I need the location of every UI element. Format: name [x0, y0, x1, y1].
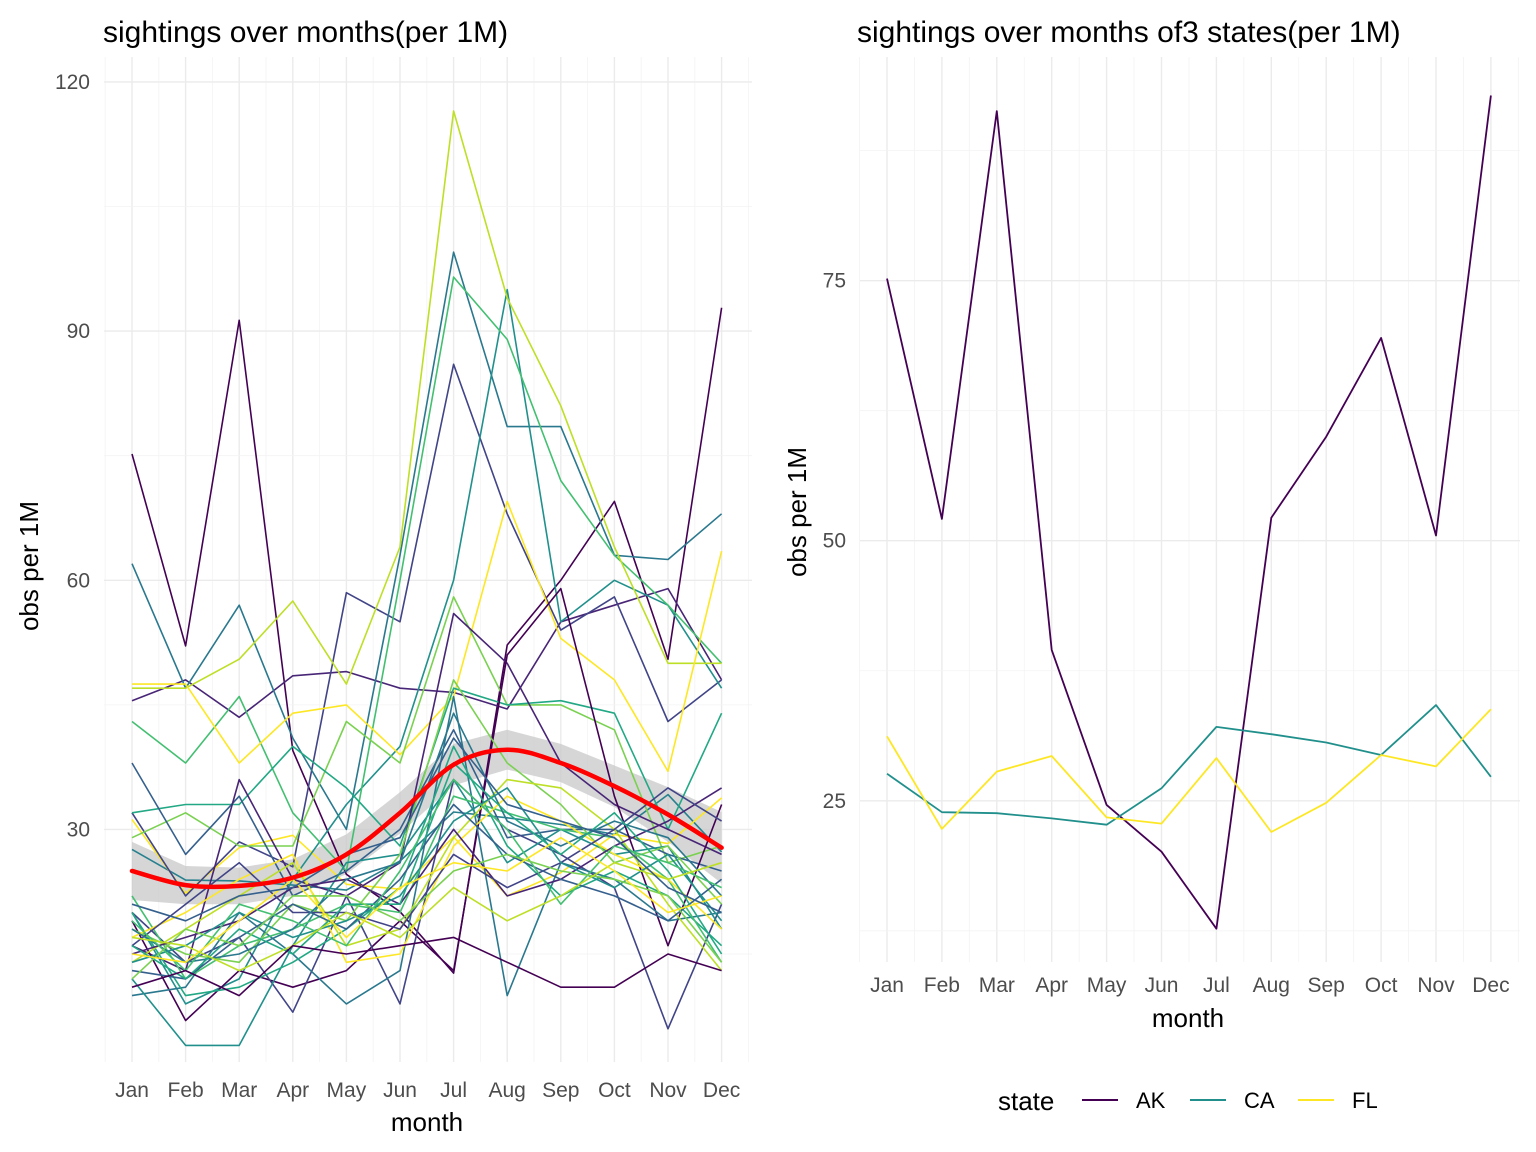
right-chart: sightings over months of3 states(per 1M)… — [782, 16, 1520, 1033]
left-x-tick-label: Dec — [703, 1079, 740, 1102]
left-series-line — [131, 596, 722, 864]
left-series-line — [131, 787, 723, 955]
right-x-tick-label: Jul — [1203, 974, 1230, 997]
legend-label-fl: FL — [1352, 1088, 1378, 1113]
left-series-line — [131, 728, 722, 897]
left-series-line — [131, 288, 723, 1005]
legend-label-ak: AK — [1136, 1088, 1166, 1113]
left-smooth-trend-line — [129, 747, 724, 890]
left-chart-title: sightings over months(per 1M) — [103, 16, 508, 49]
left-series-line — [131, 795, 723, 980]
left-y-tick-label: 30 — [67, 818, 90, 841]
right-y-axis-title: obs per 1M — [782, 447, 812, 577]
left-series-line — [131, 307, 723, 974]
left-series-line — [131, 797, 723, 897]
right-x-tick-labels: Jan Feb Mar Apr May Jun Jul Aug Sep Oct Nov Dec — [870, 974, 1510, 997]
right-chart-title: sightings over months of3 states(per 1M) — [857, 16, 1401, 49]
left-smooth-line — [129, 747, 724, 890]
right-y-tick-labels: 25 50 75 — [823, 270, 846, 813]
right-x-tick-label: Apr — [1035, 974, 1068, 997]
left-series-line — [131, 276, 723, 872]
right-series-line-fl — [886, 708, 1492, 833]
left-series-line — [132, 500, 723, 773]
right-x-tick-label: Dec — [1472, 974, 1509, 997]
right-x-tick-label: Jan — [870, 974, 904, 997]
left-x-tick-label: Nov — [649, 1079, 687, 1102]
right-y-tick-label: 25 — [823, 790, 846, 813]
left-series-line — [131, 853, 723, 980]
left-x-tick-label: Aug — [489, 1079, 526, 1102]
left-series-line — [131, 762, 723, 980]
right-x-tick-label: Nov — [1417, 974, 1455, 997]
right-series-line-ca — [886, 704, 1492, 826]
left-chart: sightings over months(per 1M) 306090120 … — [14, 16, 752, 1137]
left-series-line — [131, 679, 723, 964]
left-series-line — [131, 745, 723, 997]
left-x-tick-label: Feb — [168, 1079, 204, 1102]
right-series-line-ak — [886, 95, 1492, 930]
left-y-axis-title: obs per 1M — [14, 501, 44, 631]
left-series-line — [132, 110, 722, 690]
left-x-tick-label: Oct — [598, 1079, 631, 1102]
left-series-line — [131, 251, 723, 831]
left-series-line — [131, 803, 723, 980]
left-series-line — [131, 587, 723, 1022]
left-series-line — [131, 363, 723, 897]
legend-title: state — [998, 1086, 1054, 1116]
right-x-axis-title: month — [1152, 1003, 1224, 1033]
left-series-line — [131, 836, 722, 964]
left-y-tick-label: 90 — [67, 320, 90, 343]
left-y-tick-label: 60 — [67, 569, 90, 592]
left-x-tick-label: Jun — [383, 1079, 417, 1102]
left-x-axis-title: month — [391, 1107, 463, 1137]
left-series-line — [131, 778, 722, 972]
legend-items: AK CA FL — [1082, 1088, 1378, 1113]
left-x-tick-label: Jan — [115, 1079, 149, 1102]
legend-label-ca: CA — [1244, 1088, 1275, 1113]
left-x-tick-label: Apr — [276, 1079, 309, 1102]
left-series-line — [131, 936, 722, 997]
right-x-tick-label: Mar — [979, 974, 1015, 997]
left-x-tick-label: Jul — [440, 1079, 467, 1102]
right-y-tick-label: 75 — [823, 270, 846, 293]
left-series-line — [131, 861, 722, 972]
left-series-lines — [131, 110, 723, 1047]
right-gridlines — [859, 57, 1520, 962]
left-gridlines — [104, 57, 752, 1062]
legend: state AK CA FL — [998, 1086, 1378, 1116]
right-series-lines — [886, 95, 1492, 930]
right-x-tick-label: Feb — [924, 974, 960, 997]
right-y-tick-label: 50 — [823, 530, 846, 553]
right-x-tick-label: Aug — [1253, 974, 1290, 997]
right-x-tick-label: Oct — [1365, 974, 1398, 997]
left-y-tick-labels: 30 60 90 120 — [55, 71, 90, 842]
right-x-tick-label: May — [1087, 974, 1127, 997]
left-y-tick-label: 120 — [55, 71, 90, 94]
left-x-tick-label: May — [327, 1079, 367, 1102]
left-x-tick-label: Mar — [221, 1079, 257, 1102]
left-series-line — [131, 612, 722, 972]
left-x-tick-label: Sep — [542, 1079, 579, 1102]
right-x-tick-label: Sep — [1308, 974, 1345, 997]
left-series-line — [131, 587, 723, 719]
right-x-tick-label: Jun — [1145, 974, 1179, 997]
left-x-tick-labels: Jan Feb Mar Apr May Jun Jul Aug Sep Oct Nov Dec — [115, 1079, 740, 1102]
